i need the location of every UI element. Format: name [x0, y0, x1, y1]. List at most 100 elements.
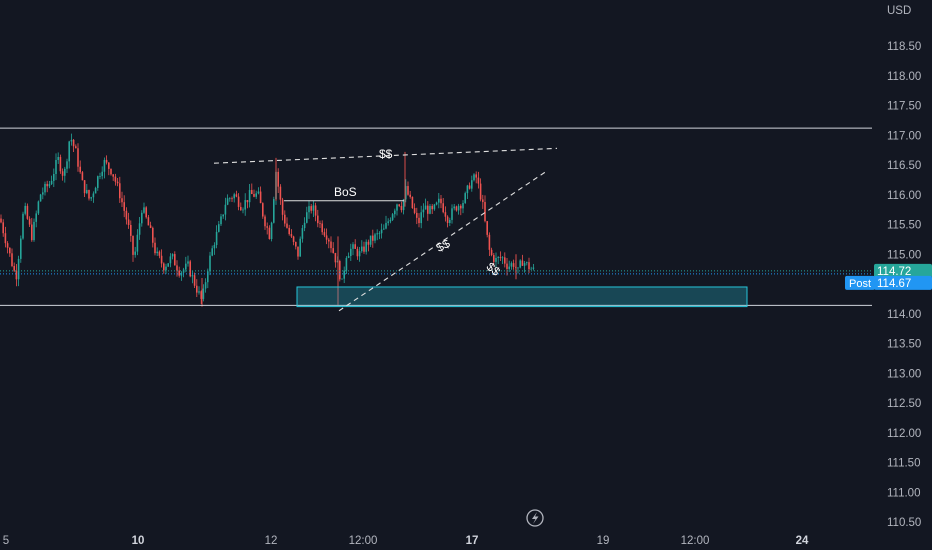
x-tick-label: 19 — [597, 535, 610, 547]
y-tick-label: 118.00 — [887, 71, 921, 83]
candle-body — [0, 218, 2, 223]
candle-body — [451, 208, 453, 220]
candle-body — [187, 261, 189, 264]
candle-body — [486, 221, 488, 235]
candle-body — [466, 185, 469, 194]
candle-body — [224, 204, 227, 215]
candle-body — [17, 258, 20, 280]
candle-body — [310, 206, 312, 211]
candle-body — [460, 205, 462, 209]
candle-body — [497, 257, 499, 258]
candle-body — [200, 291, 202, 299]
candle-body — [86, 190, 88, 194]
candle-body — [123, 202, 125, 211]
candle-body — [138, 223, 141, 235]
candle-body — [367, 241, 370, 245]
time-axis[interactable]: 5 10 12 12:00 17 19 12:00 24 — [3, 509, 809, 547]
price-axis[interactable]: USD 118.50 118.00 117.50 117.00 116.50 116.00 1… — [887, 5, 921, 529]
candle-body — [284, 214, 286, 224]
candle-body — [273, 199, 275, 223]
y-tick-label: 111.00 — [887, 487, 920, 499]
candle-body — [416, 212, 418, 218]
candle-body — [398, 204, 400, 206]
candle-body — [57, 156, 59, 160]
candle-body — [167, 263, 169, 267]
candle-body — [99, 176, 101, 177]
candle-body — [361, 246, 363, 252]
candle-body — [119, 183, 121, 199]
post-price-text: 114.67 — [877, 278, 911, 290]
candle-body — [295, 241, 297, 247]
candle-body — [288, 227, 290, 235]
candle-body — [130, 224, 132, 236]
candle-body — [11, 253, 13, 267]
price-labels: 114.72 Post 114.67 — [845, 263, 932, 290]
post-tag-badge — [845, 275, 875, 290]
candle-body — [101, 171, 103, 177]
candle-body — [330, 241, 332, 249]
candle-body — [127, 219, 130, 225]
candle-body — [277, 171, 279, 187]
candle-body — [48, 184, 51, 187]
candle-body — [35, 213, 37, 222]
candle-body — [427, 205, 429, 214]
candle-body — [154, 242, 156, 254]
candle-body — [339, 261, 341, 280]
candle-body — [517, 267, 519, 269]
y-tick-label: 117.50 — [887, 101, 921, 113]
candle-body — [345, 257, 348, 271]
candle-body — [24, 205, 26, 214]
candle-body — [176, 265, 178, 271]
candle-body — [402, 199, 405, 211]
candle-body — [446, 216, 449, 223]
candle-body — [158, 251, 161, 256]
candle-body — [341, 278, 343, 280]
candle-body — [292, 236, 295, 242]
candle-body — [528, 262, 530, 270]
candle-body — [468, 185, 471, 189]
candle-body — [20, 238, 22, 259]
candle-body — [108, 162, 110, 169]
candle-body — [222, 214, 224, 217]
candle-body — [369, 235, 372, 245]
candle-body — [279, 186, 282, 200]
candle-body — [125, 210, 128, 220]
candle-body — [143, 207, 145, 213]
candle-body — [510, 263, 513, 267]
candle-body — [174, 254, 176, 266]
candle-body — [506, 263, 508, 269]
candle-body — [354, 244, 356, 249]
y-tick-label: 115.50 — [887, 220, 921, 232]
y-tick-label: 112.50 — [887, 398, 921, 410]
last-price-text: 114.72 — [877, 266, 911, 278]
candle-body — [97, 176, 99, 188]
candle-body — [189, 261, 191, 277]
candle-body — [464, 193, 466, 203]
candle-body — [405, 186, 407, 200]
overlays: $$BoS$$$$ — [0, 127, 872, 312]
candle-body — [350, 248, 352, 257]
candle-body — [499, 257, 502, 258]
x-tick-label: 5 — [3, 535, 9, 547]
candle-body — [374, 234, 376, 241]
lightning-icon[interactable] — [526, 509, 544, 527]
candle-body — [297, 246, 299, 257]
y-tick-label: 111.50 — [887, 458, 920, 470]
candle-body — [180, 272, 183, 276]
candle-body — [504, 257, 506, 264]
candle-body — [169, 256, 172, 264]
candle-body — [145, 207, 147, 218]
candle-body — [134, 251, 136, 255]
candle-body — [185, 263, 187, 270]
candle-body — [301, 228, 304, 239]
candle-body — [411, 196, 414, 209]
candle-body — [2, 222, 4, 234]
candle-body — [334, 252, 337, 263]
candle-body — [532, 267, 535, 269]
rising-trendline — [338, 171, 547, 312]
y-tick-label: 116.00 — [887, 190, 921, 202]
candle-body — [248, 190, 251, 203]
candle-body — [152, 227, 154, 243]
